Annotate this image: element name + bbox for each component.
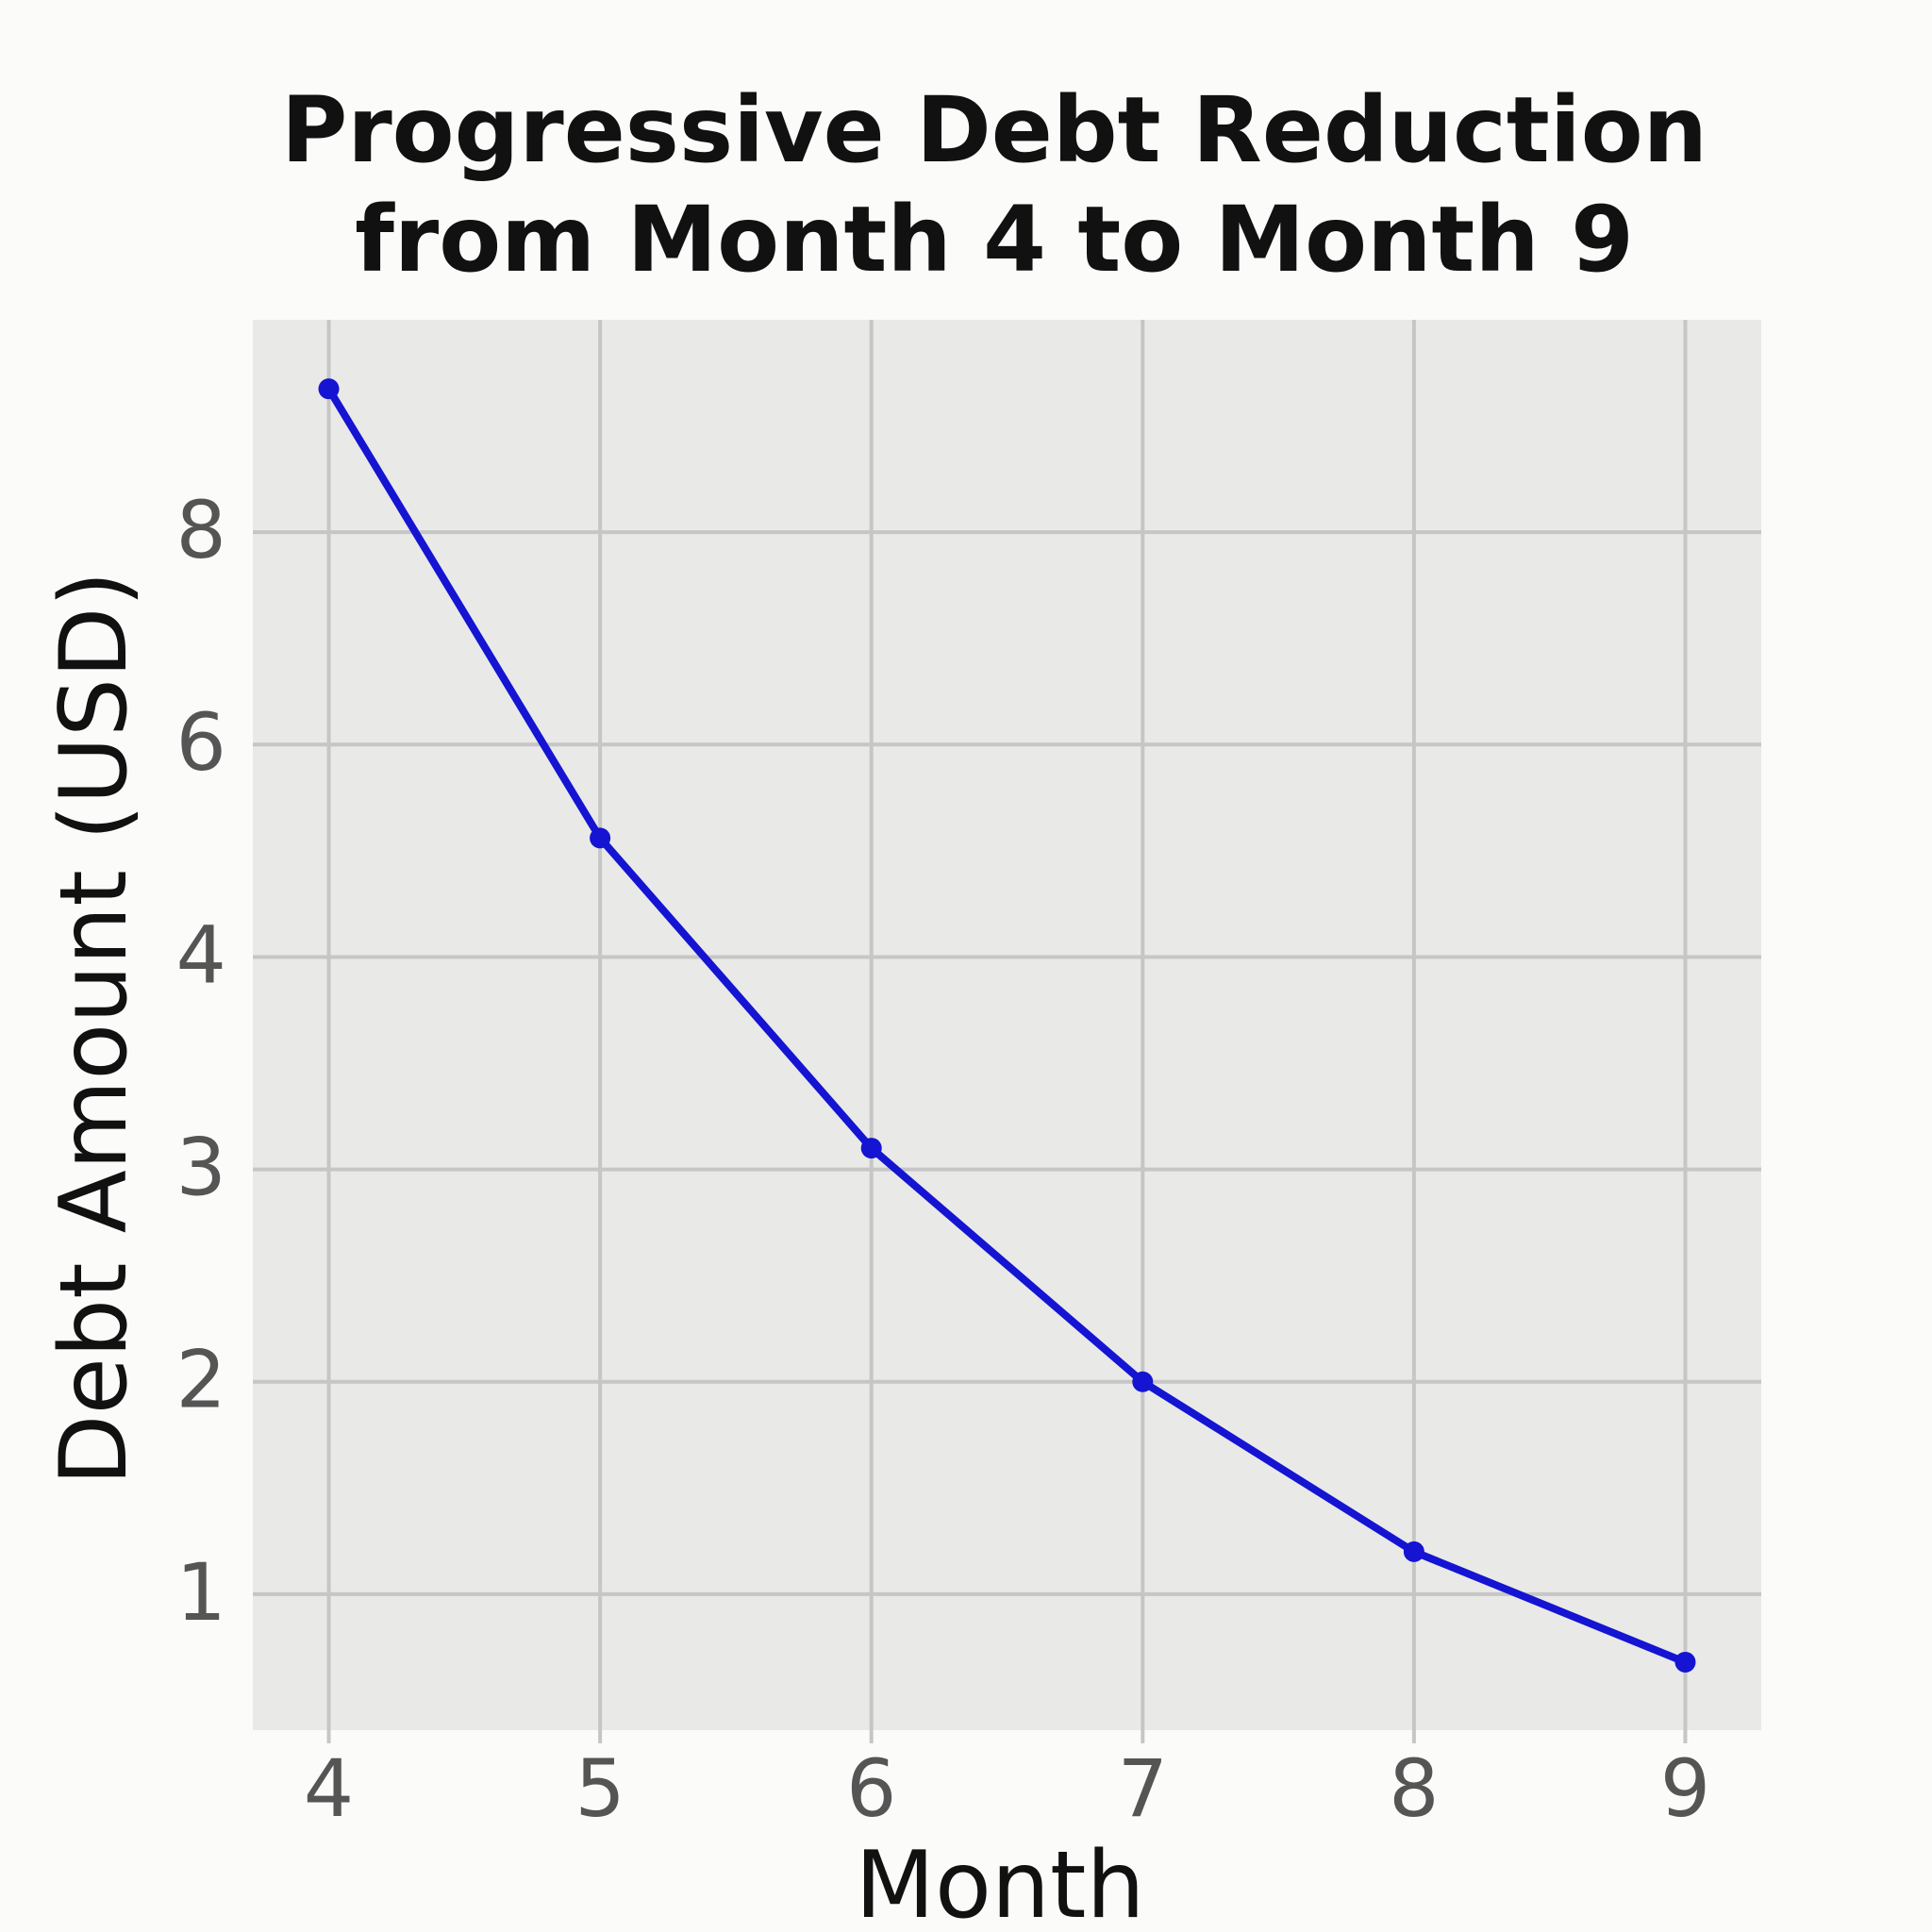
x-tick-label: 4 [304, 1742, 354, 1835]
data-point [1132, 1371, 1154, 1392]
y-tick-label: 4 [176, 908, 226, 1001]
y-tick-label: 1 [176, 1546, 226, 1639]
y-tick-label: 3 [176, 1122, 226, 1214]
data-point [590, 827, 611, 849]
x-axis-label: Month [855, 1832, 1144, 1932]
data-point [860, 1138, 882, 1159]
y-tick-label: 6 [176, 696, 226, 789]
x-tick-label: 5 [575, 1742, 625, 1835]
x-tick-label: 8 [1389, 1742, 1439, 1835]
x-tick-label: 9 [1660, 1742, 1710, 1835]
chart-title: Progressive Debt Reduction from Month 4 … [280, 77, 1708, 292]
plot-area [253, 320, 1761, 1730]
data-line [325, 387, 1687, 1666]
data-point [1403, 1541, 1424, 1562]
data-point [1674, 1651, 1696, 1673]
data-point [318, 378, 340, 400]
y-axis-label: Debt Amount (USD) [41, 571, 148, 1486]
x-tick-label: 6 [846, 1742, 896, 1835]
y-tick-label: 2 [176, 1334, 226, 1426]
y-tick-label: 8 [176, 484, 226, 576]
x-tick-label: 7 [1118, 1742, 1168, 1835]
